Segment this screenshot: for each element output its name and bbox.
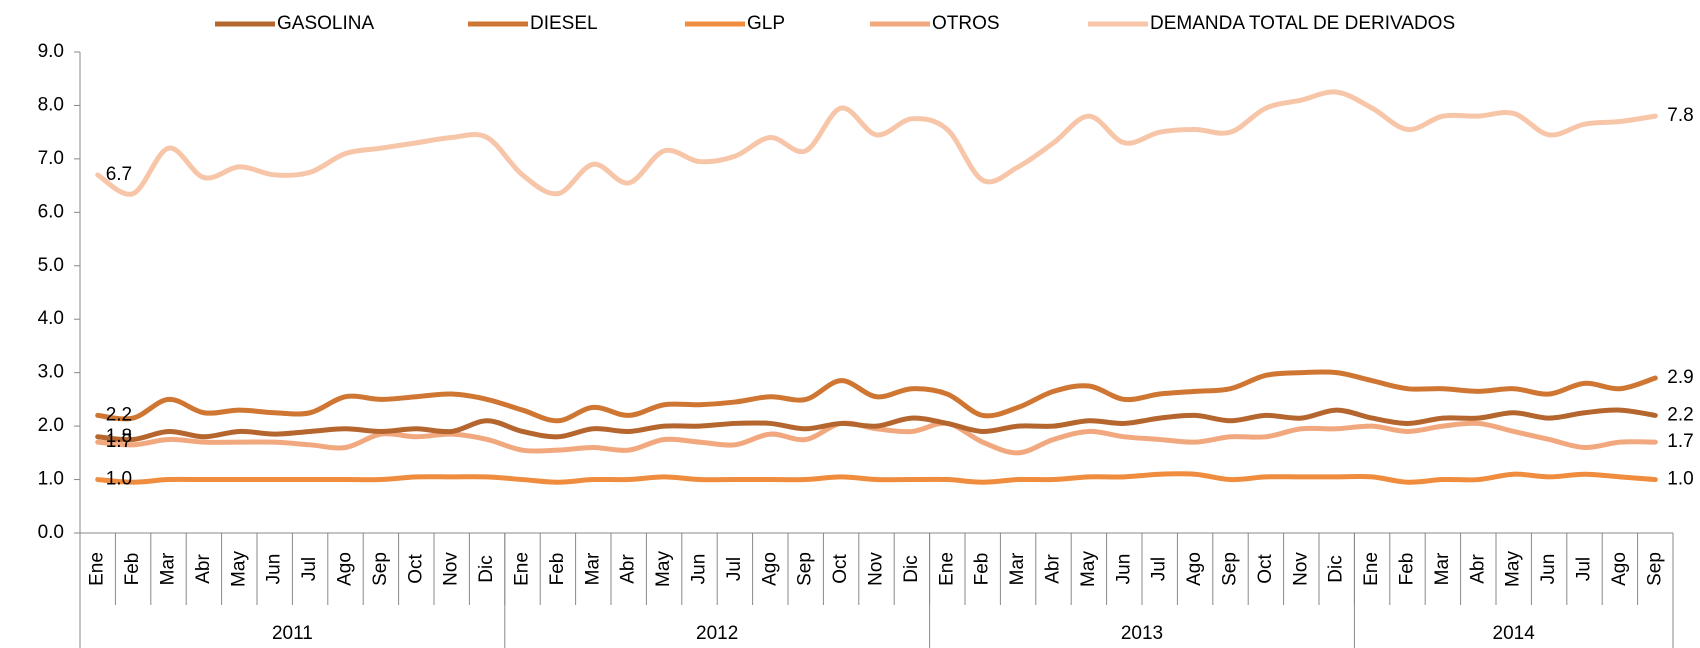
x-tick-label: Jun [264, 554, 285, 585]
legend-label: OTROS [932, 13, 1000, 34]
x-tick-label: Nov [866, 552, 887, 586]
x-tick-label: Oct [1255, 554, 1276, 584]
legend-label: DIESEL [530, 13, 598, 34]
data-label: 7.8 [1667, 105, 1693, 126]
x-tick-label: May [1503, 551, 1524, 587]
x-tick-label: Dic [1326, 555, 1347, 582]
data-label: 1.0 [106, 469, 132, 490]
y-tick-label: 4.0 [38, 308, 64, 329]
x-tick-label: Jul [1149, 557, 1170, 581]
x-tick-label: Feb [547, 553, 568, 586]
x-tick-label: Ene [87, 552, 108, 586]
series-line [98, 92, 1656, 194]
x-tick-label: May [1078, 551, 1099, 587]
data-label: 1.0 [1667, 469, 1693, 490]
data-label: 6.7 [106, 164, 132, 185]
x-tick-label: May [653, 551, 674, 587]
x-tick-label: Nov [1290, 552, 1311, 586]
y-tick-label: 0.0 [38, 522, 64, 543]
y-tick-label: 8.0 [38, 94, 64, 115]
data-label: 2.2 [106, 404, 132, 425]
x-tick-label: Oct [830, 554, 851, 584]
x-tick-label: Jul [1574, 557, 1595, 581]
x-tick-label: Jun [1538, 554, 1559, 585]
x-tick-label: Ene [512, 552, 533, 586]
y-tick-label: 6.0 [38, 201, 64, 222]
x-tick-label: Ago [1609, 552, 1630, 586]
x-tick-label: Abr [618, 554, 639, 584]
y-tick-label: 2.0 [38, 415, 64, 436]
series-line [98, 474, 1656, 483]
legend-label: DEMANDA TOTAL DE DERIVADOS [1150, 13, 1455, 34]
x-tick-label: Mar [158, 552, 179, 585]
x-tick-label: Ago [1184, 552, 1205, 586]
x-tick-label: Ene [936, 552, 957, 586]
x-tick-label: Dic [476, 555, 497, 582]
x-tick-label: Abr [1467, 554, 1488, 584]
y-tick-label: 3.0 [38, 362, 64, 383]
series-line [98, 372, 1656, 421]
x-tick-label: Mar [1432, 552, 1453, 585]
x-tick-label: Dic [901, 555, 922, 582]
x-tick-label: Jul [299, 557, 320, 581]
x-tick-label: Sep [1220, 552, 1241, 586]
y-tick-label: 1.0 [38, 469, 64, 490]
x-tick-label: Sep [370, 552, 391, 586]
data-label: 2.9 [1667, 367, 1693, 388]
x-tick-label: Nov [441, 552, 462, 586]
x-tick-label: Feb [122, 553, 143, 586]
x-tick-label: Jul [724, 557, 745, 581]
x-tick-label: Abr [1043, 554, 1064, 584]
x-tick-label: Ago [335, 552, 356, 586]
x-tick-label: Sep [1644, 552, 1665, 586]
legend-label: GLP [747, 13, 785, 34]
chart: 0.0 1.0 2.0 3.0 4.0 5.0 6.0 7.0 8.0 9.0 Ene Feb Mar A… [0, 0, 1700, 648]
legend-label: GASOLINA [277, 13, 374, 34]
data-label: 2.2 [1667, 404, 1693, 425]
y-tick-label: 5.0 [38, 255, 64, 276]
x-tick-label: Oct [405, 554, 426, 584]
x-tick-label: Feb [1397, 553, 1418, 586]
x-tick-label: Jun [1113, 554, 1134, 585]
x-tick-label: May [228, 551, 249, 587]
group-label: 2013 [1121, 623, 1163, 644]
x-tick-label: Mar [582, 552, 603, 585]
y-tick-label: 7.0 [38, 148, 64, 169]
x-tick-label: Mar [1007, 552, 1028, 585]
x-tick-label: Ago [759, 552, 780, 586]
x-tick-label: Ene [1361, 552, 1382, 586]
data-label: 1.7 [1667, 431, 1693, 452]
x-tick-label: Sep [795, 552, 816, 586]
x-tick-label: Abr [193, 554, 214, 584]
group-label: 2012 [696, 623, 738, 644]
group-label: 2014 [1493, 623, 1536, 644]
x-tick-label: Jun [689, 554, 710, 585]
group-label: 2011 [272, 623, 313, 644]
y-tick-label: 9.0 [38, 41, 64, 62]
data-label: 1.8 [106, 426, 132, 447]
series-line [98, 410, 1656, 440]
x-tick-label: Feb [972, 553, 993, 586]
